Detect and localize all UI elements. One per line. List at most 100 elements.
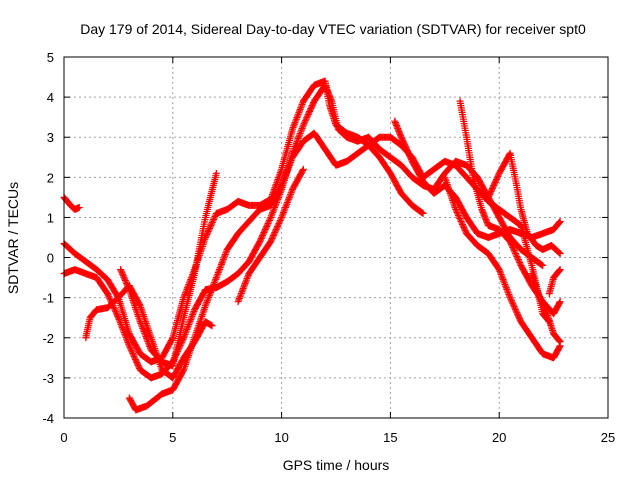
data-point [459,222,467,230]
data-point [129,349,137,357]
data-point [539,300,547,308]
data-point [287,189,295,197]
y-tick-label: -2 [42,331,54,346]
data-point [141,329,149,337]
data-point [308,103,316,111]
data-point [495,266,503,274]
data-point [121,275,129,283]
data-point [457,217,465,225]
data-point [296,131,304,139]
data-point [266,215,274,223]
data-point [270,230,278,238]
data-point [124,283,132,291]
data-point [510,303,518,311]
data-point [267,238,275,246]
data-point [540,302,548,310]
data-point [205,226,213,234]
data-point [506,238,514,246]
data-points [60,77,564,414]
data-point [460,223,468,231]
data-point [140,328,148,336]
data-point [203,297,211,305]
data-point [512,306,520,314]
data-point [535,291,543,299]
data-point [111,306,119,314]
data-point [110,305,118,313]
data-point [114,314,122,322]
data-point [211,277,219,285]
data-point [106,294,114,302]
data-point [298,100,306,108]
data-point [555,343,563,351]
data-point [134,311,142,319]
data-point [556,250,564,258]
data-point [184,324,192,332]
data-point [133,358,141,366]
data-point [209,217,217,225]
data-point [285,194,293,202]
data-point [208,322,216,330]
data-point [210,214,218,222]
data-point [134,361,142,369]
data-point [514,254,522,262]
data-point [119,270,127,278]
data-point [303,112,311,120]
y-tick-label: 4 [47,90,54,105]
data-point [221,252,229,260]
data-point [541,305,549,313]
data-point [491,178,499,186]
data-point [209,282,217,290]
data-point [513,309,521,317]
data-point [242,278,250,286]
data-point [301,118,309,126]
y-tick-label: -4 [42,411,54,426]
data-point [542,308,550,316]
data-point [128,348,136,356]
data-point [488,184,496,192]
data-point [206,290,214,298]
data-point [270,205,278,213]
data-point [516,259,524,267]
data-point [202,300,210,308]
data-point [120,273,128,281]
data-point [283,168,291,176]
data-point [130,352,138,360]
data-point [182,327,190,335]
data-point [259,230,267,238]
data-point [242,276,250,284]
data-point [205,293,213,301]
data-point [113,311,121,319]
data-point [286,160,294,168]
data-point [263,221,271,229]
data-point [278,181,286,189]
data-point [114,312,122,320]
data-point [456,214,464,222]
data-point [123,335,131,343]
data-point [298,124,306,132]
data-point [510,247,518,255]
series-arc-11 [484,149,564,258]
data-point [257,236,265,244]
data-point [235,296,243,304]
data-point [555,218,563,226]
data-point [200,307,208,315]
data-point [272,225,280,233]
data-point [536,294,544,302]
data-point [496,267,504,275]
series-arc-7 [234,165,307,306]
data-point [303,114,311,122]
y-tick-label: -1 [42,291,54,306]
data-point [419,209,427,217]
data-point [184,322,192,330]
data-point [278,180,286,188]
data-point [216,265,224,273]
data-point [244,273,252,281]
data-point [514,310,522,318]
data-point [296,129,304,137]
data-point [306,106,314,114]
data-point [455,213,463,221]
data-point [514,312,522,320]
data-point [273,224,281,232]
data-point [555,299,563,307]
data-point [212,169,220,177]
